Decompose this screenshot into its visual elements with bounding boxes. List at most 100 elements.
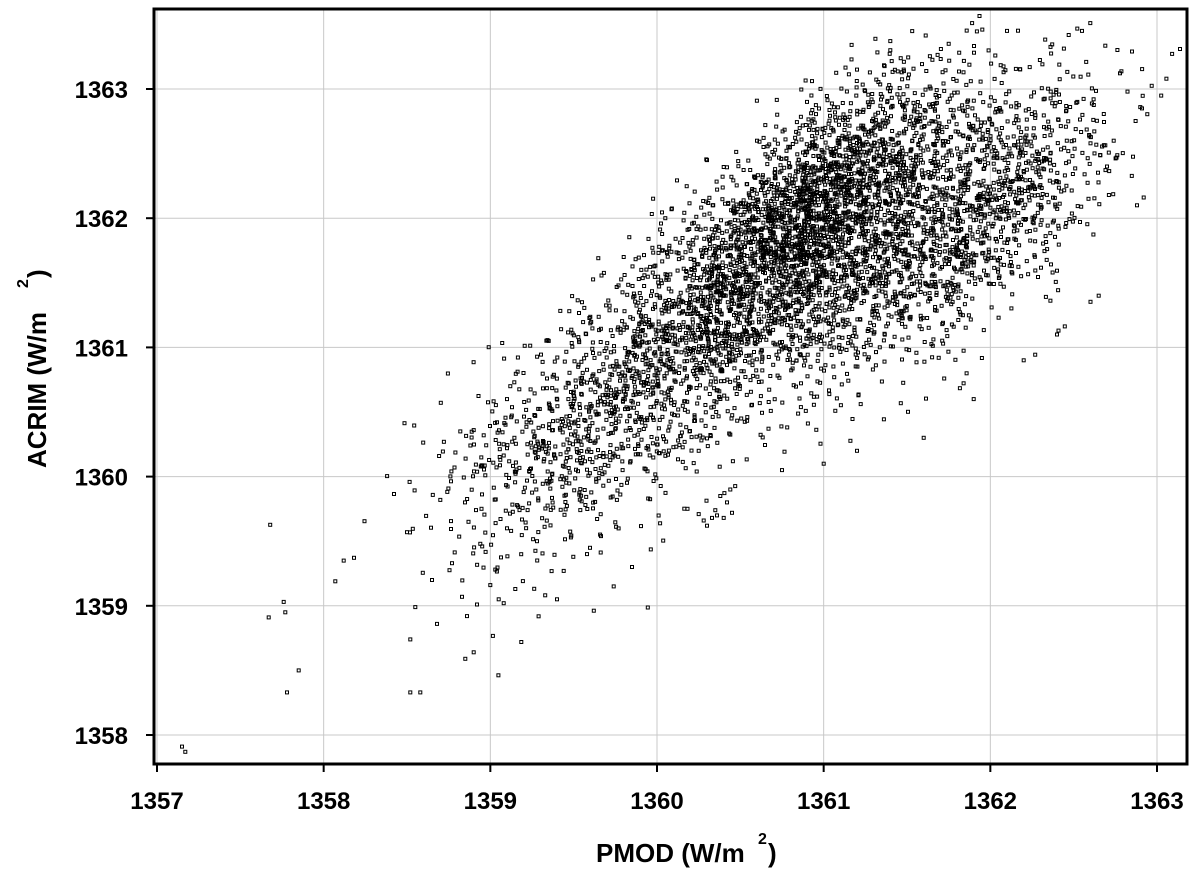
data-point — [882, 152, 885, 155]
data-point — [514, 588, 517, 591]
data-point — [766, 191, 769, 194]
data-point — [979, 124, 982, 127]
data-point — [762, 268, 765, 271]
data-point — [869, 321, 872, 324]
data-point — [602, 363, 605, 366]
data-point — [994, 54, 997, 57]
data-point — [704, 424, 707, 427]
data-point — [865, 341, 868, 344]
data-point — [708, 370, 711, 373]
data-point — [709, 292, 712, 295]
data-point — [648, 454, 651, 457]
data-point — [711, 237, 714, 240]
data-point — [938, 95, 941, 98]
data-point — [882, 418, 885, 421]
data-point — [701, 286, 704, 289]
data-point — [944, 204, 947, 207]
data-point — [873, 266, 876, 269]
data-point — [553, 360, 556, 363]
data-point — [818, 302, 821, 305]
data-point — [681, 446, 684, 449]
data-point — [632, 394, 635, 397]
data-point — [937, 160, 940, 163]
data-point — [814, 137, 817, 140]
data-point — [820, 212, 823, 215]
data-point — [944, 231, 947, 234]
data-point — [704, 404, 707, 407]
data-point — [700, 419, 703, 422]
data-point — [610, 423, 613, 426]
data-point — [613, 350, 616, 353]
data-point — [872, 230, 875, 233]
data-point — [979, 92, 982, 95]
data-point — [777, 263, 780, 266]
data-point — [497, 598, 500, 601]
data-point — [973, 277, 976, 280]
data-point — [853, 259, 856, 262]
data-point — [794, 309, 797, 312]
data-point — [660, 279, 663, 282]
data-point — [795, 121, 798, 124]
data-point — [976, 230, 979, 233]
data-point — [506, 398, 509, 401]
data-point — [980, 121, 983, 124]
data-point — [850, 43, 853, 46]
data-point — [874, 176, 877, 179]
data-point — [284, 611, 287, 614]
data-point — [573, 360, 576, 363]
data-point — [944, 69, 947, 72]
data-point — [608, 309, 611, 312]
data-point — [958, 107, 961, 110]
data-point — [915, 131, 918, 134]
data-point — [994, 249, 997, 252]
data-point — [1017, 140, 1020, 143]
data-point — [681, 404, 684, 407]
data-point — [777, 243, 780, 246]
data-point — [806, 353, 809, 356]
data-point — [871, 101, 874, 104]
data-point — [409, 531, 412, 534]
data-point — [735, 184, 738, 187]
data-point — [730, 175, 733, 178]
data-point — [1095, 119, 1098, 122]
data-point — [972, 398, 975, 401]
data-point — [812, 315, 815, 318]
data-point — [609, 451, 612, 454]
data-point — [772, 191, 775, 194]
data-point — [821, 127, 824, 130]
data-point — [888, 154, 891, 157]
data-point — [646, 275, 649, 278]
data-point — [690, 287, 693, 290]
data-point — [636, 355, 639, 358]
data-point — [703, 213, 706, 216]
data-point — [851, 418, 854, 421]
data-point — [891, 187, 894, 190]
data-point — [604, 381, 607, 384]
data-point — [878, 317, 881, 320]
data-point — [744, 376, 747, 379]
data-point — [714, 509, 717, 512]
data-point — [576, 299, 579, 302]
data-point — [841, 362, 844, 365]
data-point — [408, 480, 411, 483]
data-point — [934, 94, 937, 97]
data-point — [689, 294, 692, 297]
data-point — [939, 58, 942, 61]
data-point — [888, 265, 891, 268]
data-point — [1073, 147, 1076, 150]
data-point — [925, 397, 928, 400]
data-point — [1136, 204, 1139, 207]
data-point — [771, 197, 774, 200]
data-point — [623, 310, 626, 313]
data-point — [947, 223, 950, 226]
data-point — [659, 485, 662, 488]
data-point — [466, 615, 469, 618]
data-point — [839, 154, 842, 157]
data-point — [619, 327, 622, 330]
data-point — [920, 169, 923, 172]
data-point — [608, 304, 611, 307]
data-point — [600, 274, 603, 277]
data-point — [901, 78, 904, 81]
data-point — [749, 390, 752, 393]
data-point — [936, 53, 939, 56]
